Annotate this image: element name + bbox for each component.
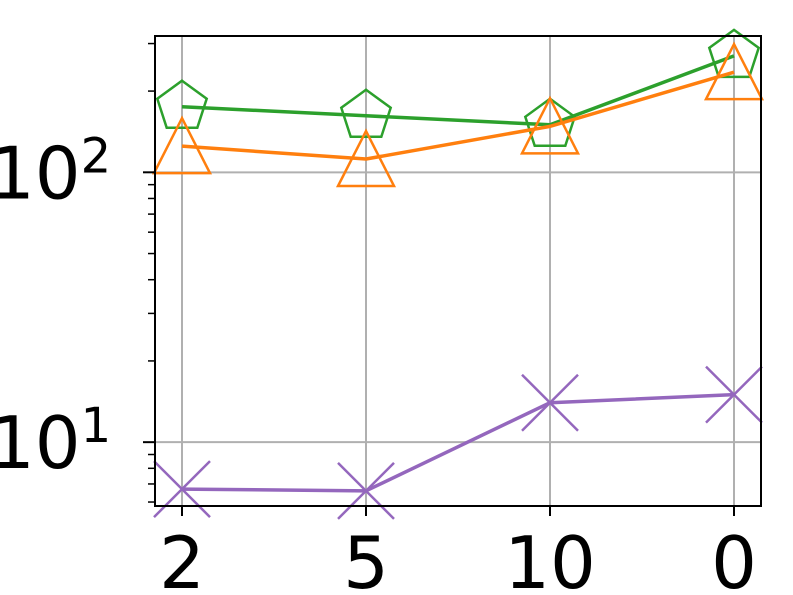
pentagon-marker bbox=[339, 88, 393, 139]
triangle-marker bbox=[335, 128, 397, 188]
y-tick-exponent: 1 bbox=[81, 398, 112, 454]
triangle-marker bbox=[151, 115, 213, 175]
x-marker bbox=[153, 460, 211, 518]
x-marker bbox=[337, 461, 395, 520]
y-tick-label: 102 bbox=[0, 128, 111, 215]
grid bbox=[155, 36, 761, 506]
plot-frame bbox=[154, 35, 762, 507]
x-marker-stroke bbox=[521, 373, 579, 432]
y-tick-exponent: 2 bbox=[81, 128, 112, 184]
x-tick-label: 10 bbox=[504, 521, 596, 595]
series-line bbox=[181, 54, 735, 127]
pentagon-marker bbox=[155, 79, 209, 130]
x-marker-stroke bbox=[705, 365, 763, 424]
x-marker-stroke bbox=[337, 461, 395, 520]
x-tick-label: 5 bbox=[343, 521, 389, 595]
x-tick-label: 0 bbox=[711, 521, 757, 595]
pentagon-marker bbox=[707, 28, 761, 79]
x-marker-stroke bbox=[153, 460, 211, 518]
x-marker bbox=[705, 365, 763, 424]
series-layer bbox=[151, 28, 765, 520]
x-tick-label: 2 bbox=[159, 521, 205, 595]
x-marker bbox=[521, 373, 579, 432]
y-tick-base: 10 bbox=[0, 131, 81, 215]
y-tick-base: 10 bbox=[0, 401, 81, 485]
ticks bbox=[143, 42, 735, 516]
pentagon-marker bbox=[523, 97, 577, 148]
triangle-marker bbox=[519, 95, 581, 155]
triangle-marker bbox=[703, 41, 765, 101]
y-tick-label: 101 bbox=[0, 398, 111, 485]
series-line bbox=[181, 392, 735, 493]
series-line bbox=[181, 70, 735, 161]
